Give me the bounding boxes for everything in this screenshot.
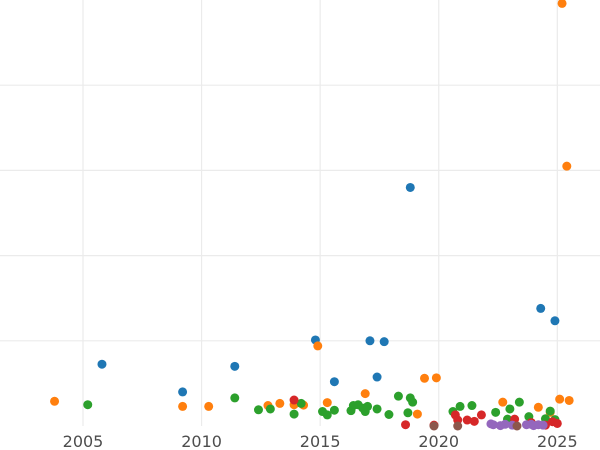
data-point-series-3 <box>363 401 373 411</box>
data-point-series-3 <box>265 404 275 414</box>
data-point-series-3 <box>296 398 306 408</box>
data-point-series-4 <box>552 418 562 428</box>
data-point-series-2 <box>564 395 574 405</box>
data-point-series-3 <box>467 401 477 411</box>
data-point-series-2 <box>313 341 323 351</box>
x-tick-label: 2020 <box>418 432 459 450</box>
data-point-series-1 <box>550 316 560 326</box>
data-point-series-5 <box>500 419 510 429</box>
data-point-series-2 <box>498 397 508 407</box>
x-tick-label: 2005 <box>63 432 104 450</box>
data-point-series-4 <box>476 410 486 420</box>
data-point-series-1 <box>329 377 339 387</box>
x-axis-tick-labels: 2005 2010 2015 2020 2025 <box>63 432 578 450</box>
data-point-series-1 <box>536 303 546 313</box>
x-tick-label: 2025 <box>537 432 578 450</box>
data-point-series-5 <box>488 420 498 430</box>
x-tick-label: 2010 <box>181 432 222 450</box>
data-point-series-6 <box>429 421 439 431</box>
data-point-series-4 <box>401 420 411 430</box>
data-point-series-3 <box>253 405 263 415</box>
data-point-series-2 <box>360 389 370 399</box>
data-point-series-3 <box>329 405 339 415</box>
y-gridlines <box>0 84 600 342</box>
data-point-series-6 <box>453 421 463 431</box>
data-point-series-2 <box>204 401 214 411</box>
data-point-series-3 <box>403 408 413 418</box>
data-point-series-3 <box>514 397 524 407</box>
data-point-series-4 <box>462 415 472 425</box>
data-point-series-2 <box>178 401 188 411</box>
data-point-series-3 <box>384 409 394 419</box>
data-point-series-3 <box>322 410 332 420</box>
data-point-series-1 <box>178 387 188 397</box>
x-gridlines <box>82 0 558 426</box>
data-point-series-2 <box>562 161 572 171</box>
x-tick-label: 2015 <box>300 432 341 450</box>
data-point-series-2 <box>412 409 422 419</box>
data-point-series-1 <box>97 359 107 369</box>
data-point-series-2 <box>420 373 430 383</box>
data-point-series-2 <box>555 394 565 404</box>
data-point-series-2 <box>557 0 567 8</box>
data-point-series-3 <box>408 397 418 407</box>
data-point-series-4 <box>289 395 299 405</box>
data-point-series-1 <box>379 337 389 347</box>
data-point-series-5 <box>538 420 548 430</box>
data-point-series-1 <box>230 361 240 371</box>
data-point-series-3 <box>230 393 240 403</box>
data-point-series-2 <box>431 373 441 383</box>
data-point-series-2 <box>533 402 543 412</box>
data-point-series-2 <box>50 396 60 406</box>
data-point-series-3 <box>289 409 299 419</box>
data-point-series-2 <box>322 398 332 408</box>
data-point-series-1 <box>405 182 415 192</box>
data-point-series-4 <box>469 416 479 426</box>
data-point-series-1 <box>365 336 375 346</box>
data-point-series-3 <box>545 406 555 416</box>
data-point-series-3 <box>372 404 382 414</box>
data-point-series-1 <box>372 372 382 382</box>
data-point-series-3 <box>491 407 501 417</box>
data-point-series-2 <box>275 398 285 408</box>
data-point-series-3 <box>83 400 93 410</box>
data-point-series-3 <box>393 391 403 401</box>
data-points <box>50 0 574 431</box>
data-point-series-3 <box>505 404 515 414</box>
data-point-series-3 <box>455 401 465 411</box>
data-point-series-6 <box>512 421 522 431</box>
